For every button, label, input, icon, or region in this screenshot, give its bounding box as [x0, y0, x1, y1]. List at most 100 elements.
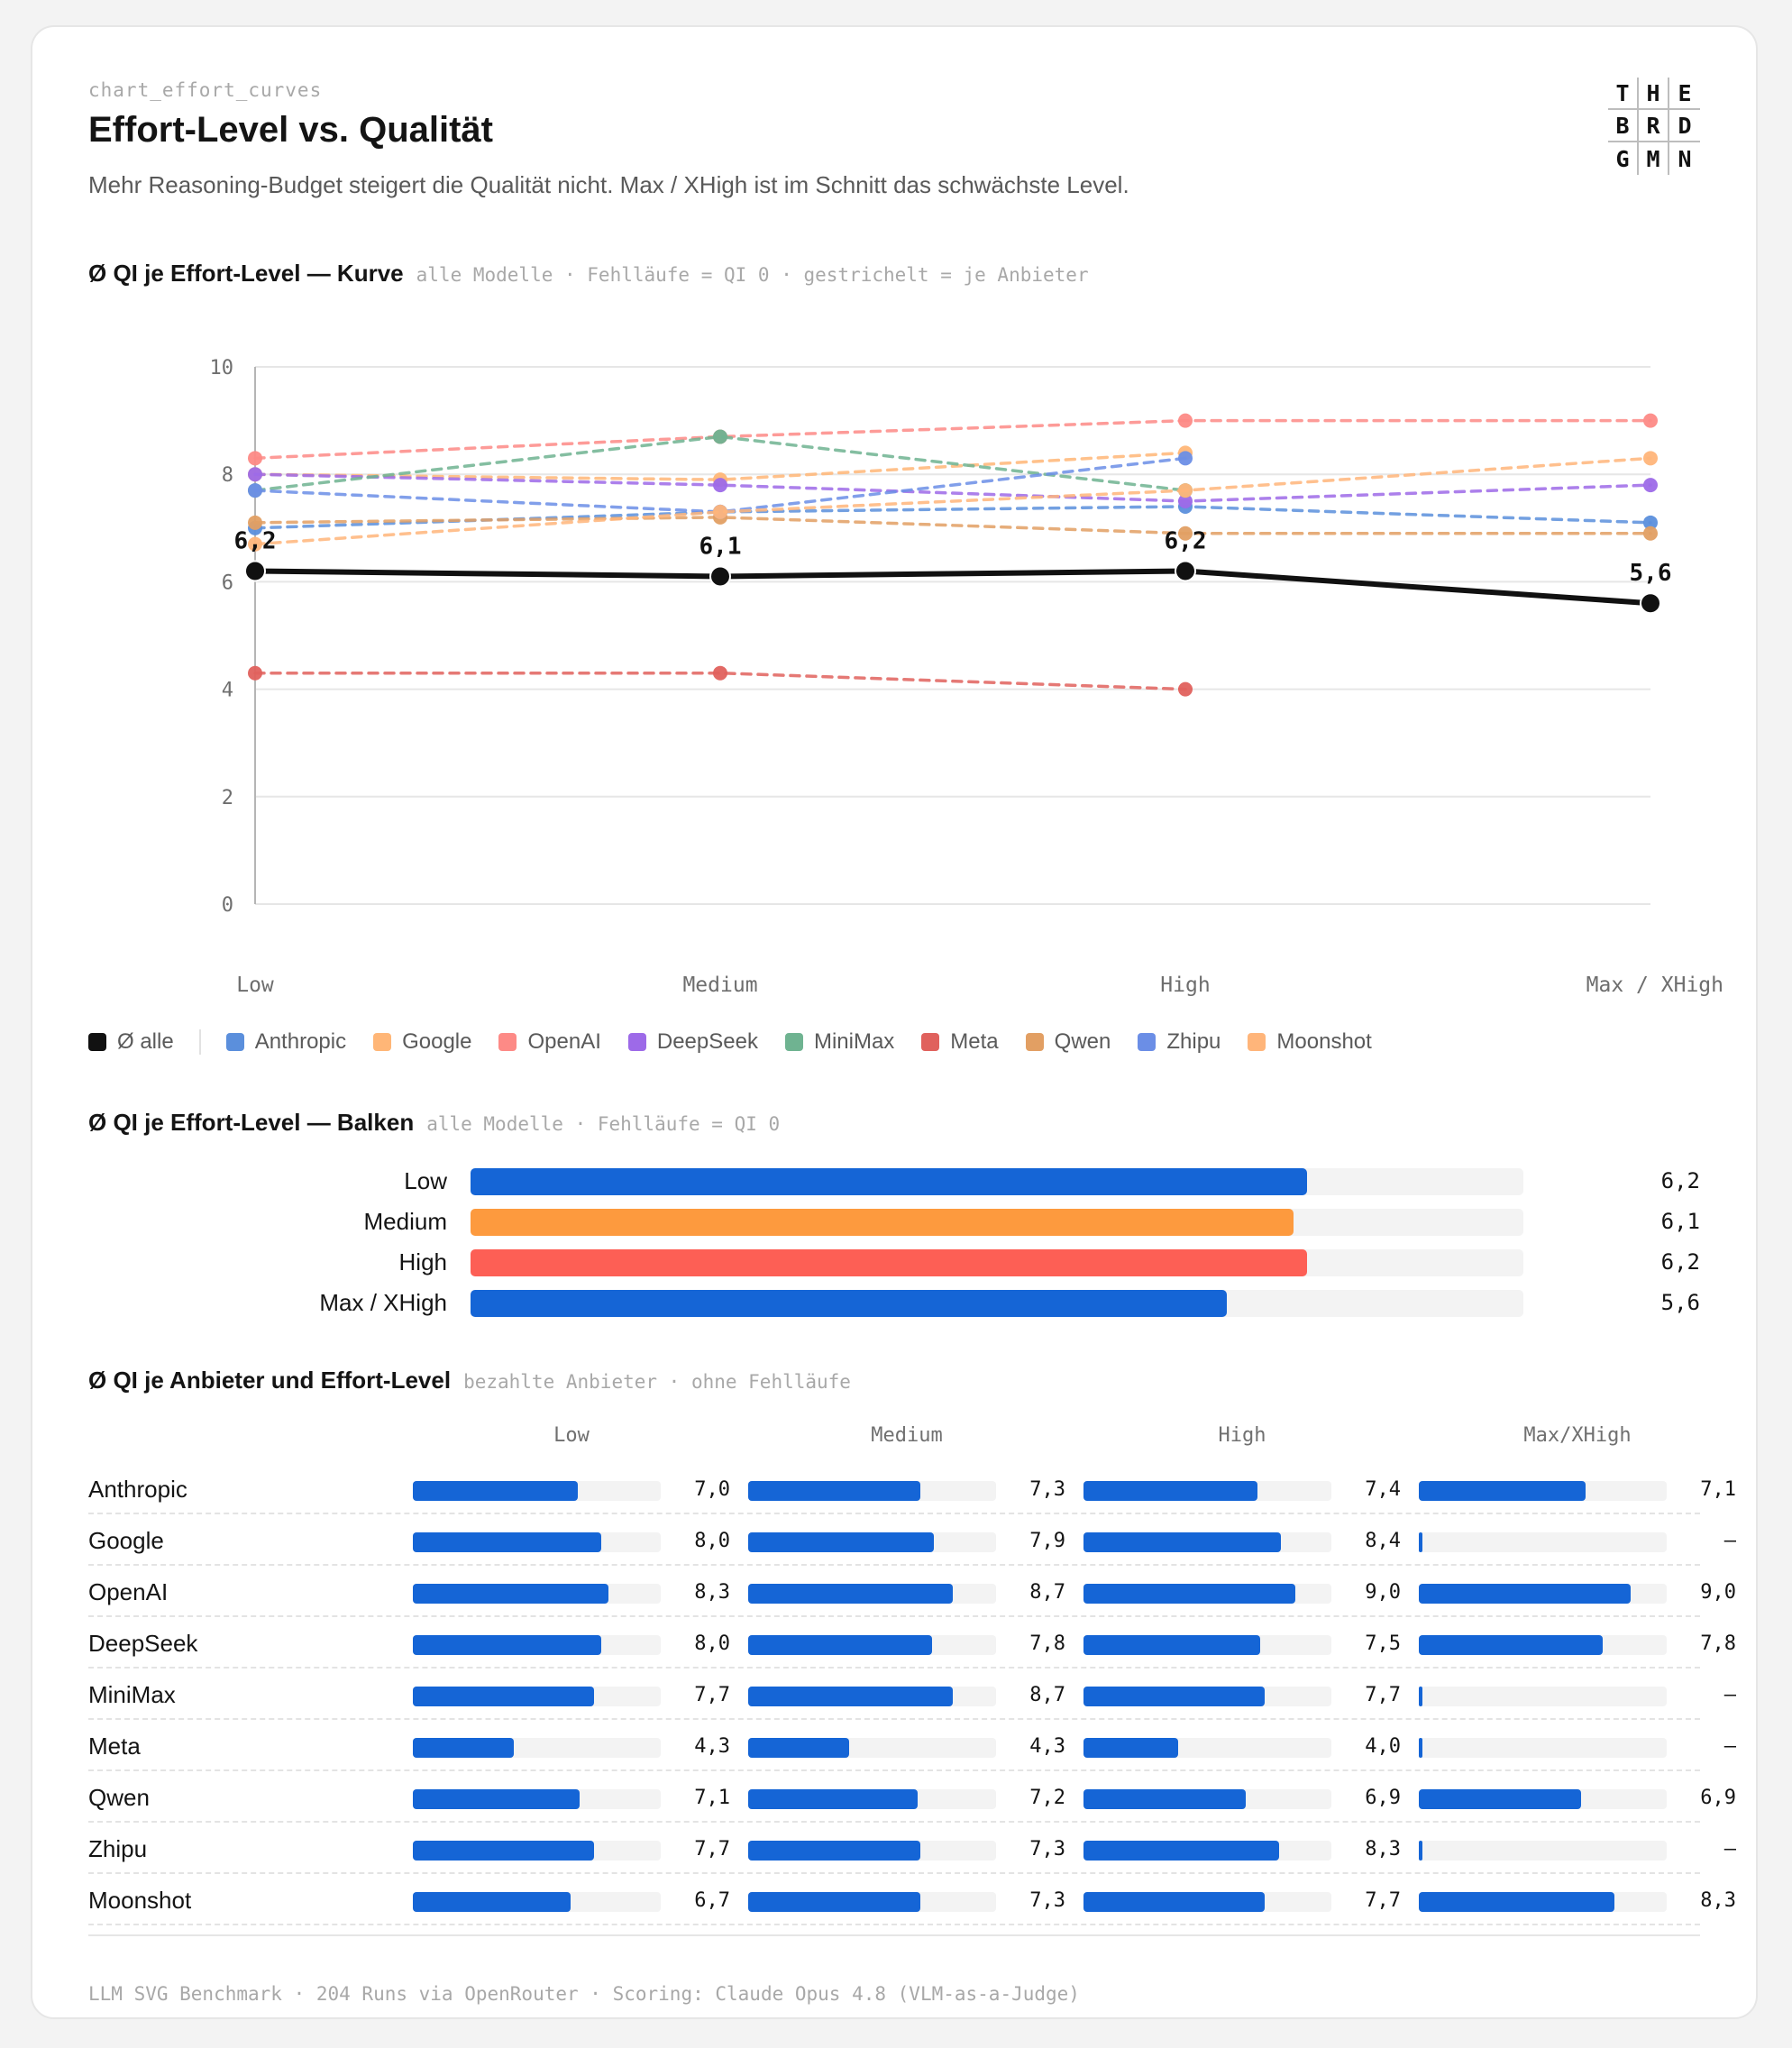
table-value-label: 8,0: [694, 1632, 730, 1655]
effort-bar-row: Medium 6,1: [88, 1206, 1700, 1237]
table-bar-fill: [1083, 1481, 1258, 1501]
table-bar-fill: [1419, 1687, 1422, 1706]
table-cell: 7,0: [413, 1463, 730, 1514]
provider-series: [248, 413, 1658, 697]
y-tick-label: 6: [222, 571, 233, 594]
table-value-label: 6,9: [1365, 1787, 1401, 1809]
bar-fill: [471, 1168, 1308, 1195]
series-line: [253, 516, 1652, 535]
table-bar-fill: [1419, 1738, 1422, 1758]
table-cell: –: [1419, 1823, 1736, 1874]
table-value-label: 7,3: [1029, 1478, 1065, 1501]
y-tick-label: 8: [222, 464, 233, 487]
bars-section-header: Ø QI je Effort-Level — Balken alle Modell…: [88, 1109, 780, 1137]
table-cell: 4,3: [413, 1720, 730, 1771]
table-value-label: –: [1723, 1530, 1736, 1552]
legend-swatch: [627, 1033, 646, 1051]
table-bar-fill: [413, 1635, 601, 1655]
bar-value-label: 6,2: [1660, 1168, 1700, 1193]
series-qwen: [248, 509, 1658, 541]
table-bar-fill: [1083, 1892, 1266, 1912]
series-point: [1178, 451, 1193, 466]
x-tick-label: Low: [236, 974, 274, 997]
table-cell: 7,7: [413, 1669, 730, 1720]
series-point: [1643, 515, 1658, 530]
legend-series-list: Anthropic Google OpenAI DeepSeek MiniMax Meta…: [225, 1029, 1399, 1055]
legend-label: Google: [402, 1029, 472, 1054]
table-bar-track: [748, 1481, 996, 1501]
legend-swatch: [373, 1033, 392, 1051]
table-cell: 8,7: [748, 1669, 1065, 1720]
table-value-label: 6,7: [694, 1889, 730, 1912]
legend-label: Anthropic: [254, 1029, 347, 1054]
average-data-label: 6,2: [234, 527, 277, 554]
logo-letter: E: [1669, 78, 1700, 110]
table-bar-fill: [748, 1789, 919, 1809]
table-row: MiniMax 7,7 8,7 7,7 –: [88, 1669, 1736, 1720]
table-cell: 7,3: [748, 1874, 1065, 1925]
table-cell: 7,5: [1083, 1617, 1401, 1669]
table-section-note: bezahlte Anbieter · ohne Fehlläufe: [463, 1371, 851, 1393]
bar-value-label: 5,6: [1660, 1290, 1700, 1315]
table-cell: 9,0: [1419, 1566, 1736, 1617]
table-cell: 7,2: [748, 1771, 1065, 1823]
legend-item-anthropic: Anthropic: [225, 1029, 347, 1055]
table-cell: 7,4: [1083, 1463, 1401, 1514]
file-name-label: chart_effort_curves: [88, 79, 323, 101]
effort-bar-row: Low 6,2: [88, 1166, 1700, 1196]
table-bar-track: [1083, 1687, 1331, 1706]
table-bar-fill: [748, 1841, 920, 1861]
table-row: Anthropic 7,0 7,3 7,4 7,1: [88, 1463, 1736, 1514]
series-point: [713, 665, 727, 681]
legend-label: Meta: [950, 1029, 999, 1054]
logo-letter: T: [1608, 78, 1639, 110]
y-tick-label: 2: [222, 787, 233, 809]
provider-name: Qwen: [88, 1784, 150, 1811]
legend-label: OpenAI: [527, 1029, 601, 1054]
series-line: [253, 418, 1652, 461]
curve-section-note: alle Modelle · Fehlläufe = QI 0 · gestri…: [416, 264, 1089, 286]
provider-name: Google: [88, 1527, 164, 1554]
table-bar-fill: [413, 1841, 595, 1861]
table-bar-fill: [413, 1892, 571, 1912]
table-value-label: 7,7: [1365, 1684, 1401, 1706]
table-column-header: Medium: [871, 1424, 943, 1447]
table-value-label: –: [1723, 1735, 1736, 1758]
series-point: [1178, 526, 1193, 541]
table-bar-track: [748, 1738, 996, 1758]
table-bar-fill: [748, 1481, 920, 1501]
table-bar-track: [1083, 1584, 1331, 1604]
table-value-label: 7,2: [1029, 1787, 1065, 1809]
bar-track: [471, 1209, 1523, 1236]
average-line: [254, 568, 1651, 607]
bars-section-note: alle Modelle · Fehlläufe = QI 0: [426, 1113, 781, 1135]
table-value-label: 7,5: [1365, 1632, 1401, 1655]
table-value-label: 7,3: [1029, 1838, 1065, 1861]
table-bar-track: [1083, 1738, 1331, 1758]
table-bar-fill: [1083, 1841, 1279, 1861]
series-point: [1643, 526, 1658, 541]
legend-item-deepseek: DeepSeek: [627, 1029, 758, 1055]
chart-grid: [254, 366, 1650, 905]
table-bar-track: [1083, 1892, 1331, 1912]
legend-item-google: Google: [373, 1029, 471, 1055]
table-cell: 6,9: [1083, 1771, 1401, 1823]
provider-name: Moonshot: [88, 1887, 192, 1914]
table-value-label: 7,3: [1029, 1889, 1065, 1912]
table-bar-fill: [1419, 1841, 1422, 1861]
table-bar-fill: [1083, 1738, 1178, 1758]
table-value-label: 8,3: [694, 1581, 730, 1604]
series-point: [1643, 478, 1658, 493]
table-bar-track: [748, 1687, 996, 1706]
page-subtitle: Mehr Reasoning-Budget steigert die Quali…: [88, 171, 1129, 198]
table-bar-fill: [1419, 1481, 1586, 1501]
series-line: [253, 451, 1187, 481]
table-bar-track: [1419, 1481, 1667, 1501]
series-point: [248, 515, 262, 530]
bar-track: [471, 1249, 1523, 1276]
legend-item-moonshot: Moonshot: [1248, 1029, 1372, 1055]
table-bar-fill: [1419, 1789, 1582, 1809]
table-cell: 6,9: [1419, 1771, 1736, 1823]
provider-name: MiniMax: [88, 1681, 176, 1708]
table-value-label: 7,4: [1365, 1478, 1401, 1501]
